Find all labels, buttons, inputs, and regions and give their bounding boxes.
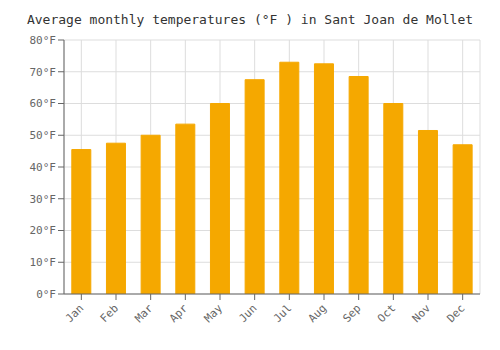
svg-text:70°F: 70°F xyxy=(30,66,57,79)
svg-text:50°F: 50°F xyxy=(30,129,57,142)
svg-text:Jun: Jun xyxy=(236,302,259,325)
svg-text:Jan: Jan xyxy=(63,302,86,325)
svg-text:10°F: 10°F xyxy=(30,256,57,269)
svg-text:Oct: Oct xyxy=(375,302,398,325)
svg-text:Dec: Dec xyxy=(444,302,467,325)
svg-text:20°F: 20°F xyxy=(30,224,57,237)
svg-text:30°F: 30°F xyxy=(30,193,57,206)
svg-text:60°F: 60°F xyxy=(30,97,57,110)
svg-text:80°F: 80°F xyxy=(30,34,57,47)
svg-text:Nov: Nov xyxy=(410,301,434,325)
svg-text:Aug: Aug xyxy=(306,302,329,325)
svg-text:Sep: Sep xyxy=(340,302,363,325)
html-text:Average monthly temperatures (: Average monthly temperatures (°F ) in Sa… xyxy=(26,12,474,27)
svg-text:Apr: Apr xyxy=(167,301,191,325)
svg-text:Jul: Jul xyxy=(271,302,294,325)
svg-text:40°F: 40°F xyxy=(30,161,57,174)
svg-text:Mar: Mar xyxy=(132,301,156,325)
svg-text:Feb: Feb xyxy=(98,302,121,325)
svg-text:May: May xyxy=(202,301,226,325)
svg-text:0°F: 0°F xyxy=(36,288,56,301)
